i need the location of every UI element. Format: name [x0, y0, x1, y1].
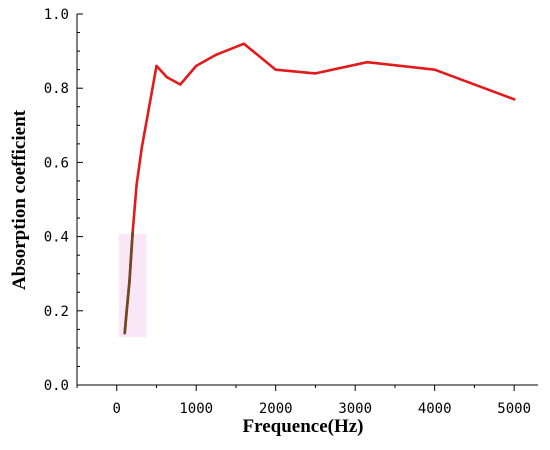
absorption-series-line	[123, 42, 516, 335]
data-point	[433, 68, 436, 71]
data-point	[135, 183, 138, 186]
y-tick-label: 0.0	[44, 378, 69, 394]
x-axis-label: Frequence(Hz)	[243, 416, 364, 437]
y-axis-label: Absorption coefficient	[9, 109, 30, 290]
data-point	[155, 64, 158, 68]
x-tick-label: 0	[113, 401, 121, 417]
chart-plot-area	[118, 42, 516, 338]
data-point	[165, 75, 169, 79]
data-point	[123, 331, 126, 335]
x-tick-label: 2000	[259, 401, 293, 417]
low-frequency-segment-line	[123, 231, 134, 335]
y-tick-label: 0.4	[44, 230, 69, 246]
y-tick-label: 0.6	[44, 155, 69, 171]
data-point	[314, 72, 317, 75]
x-tick-label: 1000	[179, 401, 213, 417]
data-point	[512, 98, 516, 101]
y-tick-label: 1.0	[44, 7, 69, 23]
y-tick-label: 0.2	[44, 304, 69, 320]
data-point	[125, 309, 128, 312]
chart-ticks: 0.0 0.2 0.4 0.6 0.8 1.0 0 1000 2000 3000 4000 5000	[44, 7, 531, 417]
data-point	[242, 42, 246, 45]
data-point	[365, 61, 369, 64]
x-tick-label: 4000	[418, 401, 452, 417]
data-point	[128, 279, 131, 283]
x-tick-label: 5000	[497, 401, 531, 417]
y-tick-label: 0.8	[44, 81, 69, 97]
x-tick-label: 3000	[338, 401, 372, 417]
data-point	[179, 83, 182, 86]
data-point	[147, 109, 150, 112]
data-point	[140, 146, 143, 149]
data-point	[131, 231, 134, 235]
data-point	[214, 53, 218, 57]
data-point	[195, 64, 198, 68]
data-point	[274, 68, 277, 71]
